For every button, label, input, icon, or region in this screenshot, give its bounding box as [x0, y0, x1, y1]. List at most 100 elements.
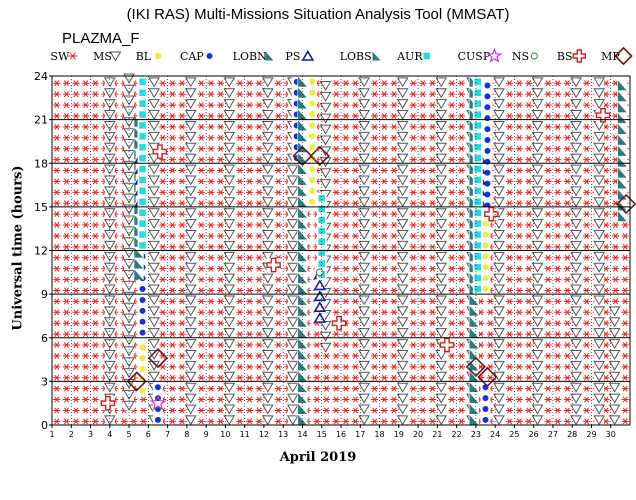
- sw-mark: [332, 342, 340, 349]
- sw-mark: [274, 200, 282, 207]
- lobn-mark: [298, 414, 307, 425]
- sw-mark: [371, 342, 379, 349]
- sw-mark: [390, 254, 398, 261]
- ms-mark: [570, 208, 582, 219]
- sw-mark: [380, 243, 388, 250]
- sw-mark: [380, 167, 388, 174]
- sw-mark: [505, 342, 514, 349]
- sw-mark: [91, 407, 99, 414]
- ms-mark: [435, 273, 448, 284]
- sw-mark: [409, 102, 417, 109]
- y-tick-label: 21: [34, 114, 48, 127]
- sw-mark: [371, 156, 379, 163]
- ms-mark: [570, 415, 582, 426]
- sw-mark: [554, 331, 562, 338]
- ms-mark: [184, 251, 197, 262]
- legend-marker-bl: [155, 53, 162, 59]
- ms-mark: [223, 186, 236, 197]
- sw-mark: [168, 331, 177, 338]
- sw-mark: [544, 178, 552, 185]
- ms-mark: [103, 142, 116, 153]
- sw-mark: [62, 342, 71, 349]
- ms-mark: [148, 110, 160, 121]
- sw-mark: [554, 200, 562, 207]
- sw-mark: [409, 298, 417, 305]
- sw-mark: [216, 265, 225, 272]
- sw-mark: [448, 418, 456, 425]
- sw-mark: [72, 352, 80, 359]
- sw-mark: [245, 178, 254, 185]
- sw-mark: [332, 232, 340, 239]
- sw-mark: [457, 134, 466, 141]
- ms-mark: [223, 131, 236, 142]
- ms-mark: [358, 382, 370, 393]
- ms-mark: [358, 306, 370, 317]
- ms-mark: [358, 153, 370, 164]
- sw-mark: [159, 265, 167, 272]
- sw-mark: [332, 331, 340, 338]
- ms-mark: [223, 284, 236, 295]
- y-tick-label: 3: [41, 375, 48, 388]
- sw-mark: [245, 145, 254, 152]
- ms-mark: [148, 273, 160, 284]
- sw-mark: [236, 298, 244, 305]
- legend-label: MP: [601, 50, 620, 63]
- sw-mark: [554, 374, 562, 381]
- ms-mark: [435, 208, 448, 219]
- sw-mark: [197, 342, 205, 349]
- sw-mark: [255, 211, 263, 218]
- sw-mark: [409, 243, 417, 250]
- sw-mark: [72, 265, 80, 272]
- sw-mark: [342, 222, 350, 229]
- ms-mark: [493, 197, 505, 208]
- ms-mark: [261, 153, 274, 164]
- ms-mark: [493, 306, 505, 317]
- sw-mark: [236, 145, 244, 152]
- sw-mark: [245, 80, 254, 87]
- y-tick-label: 0: [41, 419, 48, 432]
- ms-mark: [435, 284, 448, 295]
- sw-mark: [351, 331, 360, 338]
- ms-mark: [319, 113, 332, 124]
- sw-mark: [82, 363, 90, 370]
- sw-mark: [207, 331, 215, 338]
- ms-mark: [593, 262, 606, 273]
- sw-mark: [342, 298, 350, 305]
- aur-mark: [139, 187, 146, 195]
- sw-mark: [351, 123, 360, 130]
- sw-mark: [448, 320, 456, 327]
- sw-mark: [544, 287, 552, 294]
- aur-mark: [474, 220, 482, 227]
- sw-mark: [583, 112, 591, 120]
- sw-mark: [216, 254, 225, 261]
- ms-mark: [223, 306, 236, 317]
- sw-mark: [216, 243, 225, 250]
- sw-mark: [53, 222, 61, 229]
- ms-mark: [358, 197, 370, 208]
- sw-mark: [371, 91, 379, 98]
- ms-mark: [358, 415, 370, 426]
- sw-mark: [255, 156, 263, 163]
- sw-mark: [554, 363, 562, 370]
- sw-mark: [505, 418, 514, 425]
- ms-mark: [148, 284, 160, 295]
- ms-mark: [396, 295, 409, 306]
- point-backdrop: [266, 258, 281, 273]
- ms-mark: [608, 404, 621, 415]
- sw-mark: [178, 145, 186, 152]
- sw-mark: [332, 243, 340, 250]
- ms-mark: [123, 368, 135, 379]
- sw-mark: [255, 298, 263, 305]
- sw-mark: [525, 396, 533, 403]
- sw-mark: [62, 352, 71, 359]
- ms-mark: [223, 77, 236, 88]
- sw-mark: [91, 102, 99, 109]
- legend-item-cusp: CUSP: [458, 47, 503, 63]
- ms-mark: [358, 230, 370, 240]
- sw-mark: [274, 276, 282, 283]
- sw-mark: [621, 287, 629, 294]
- sw-mark: [72, 167, 80, 174]
- sw-mark: [583, 276, 591, 283]
- x-tick-label: 10: [220, 430, 230, 439]
- sw-mark: [159, 363, 167, 370]
